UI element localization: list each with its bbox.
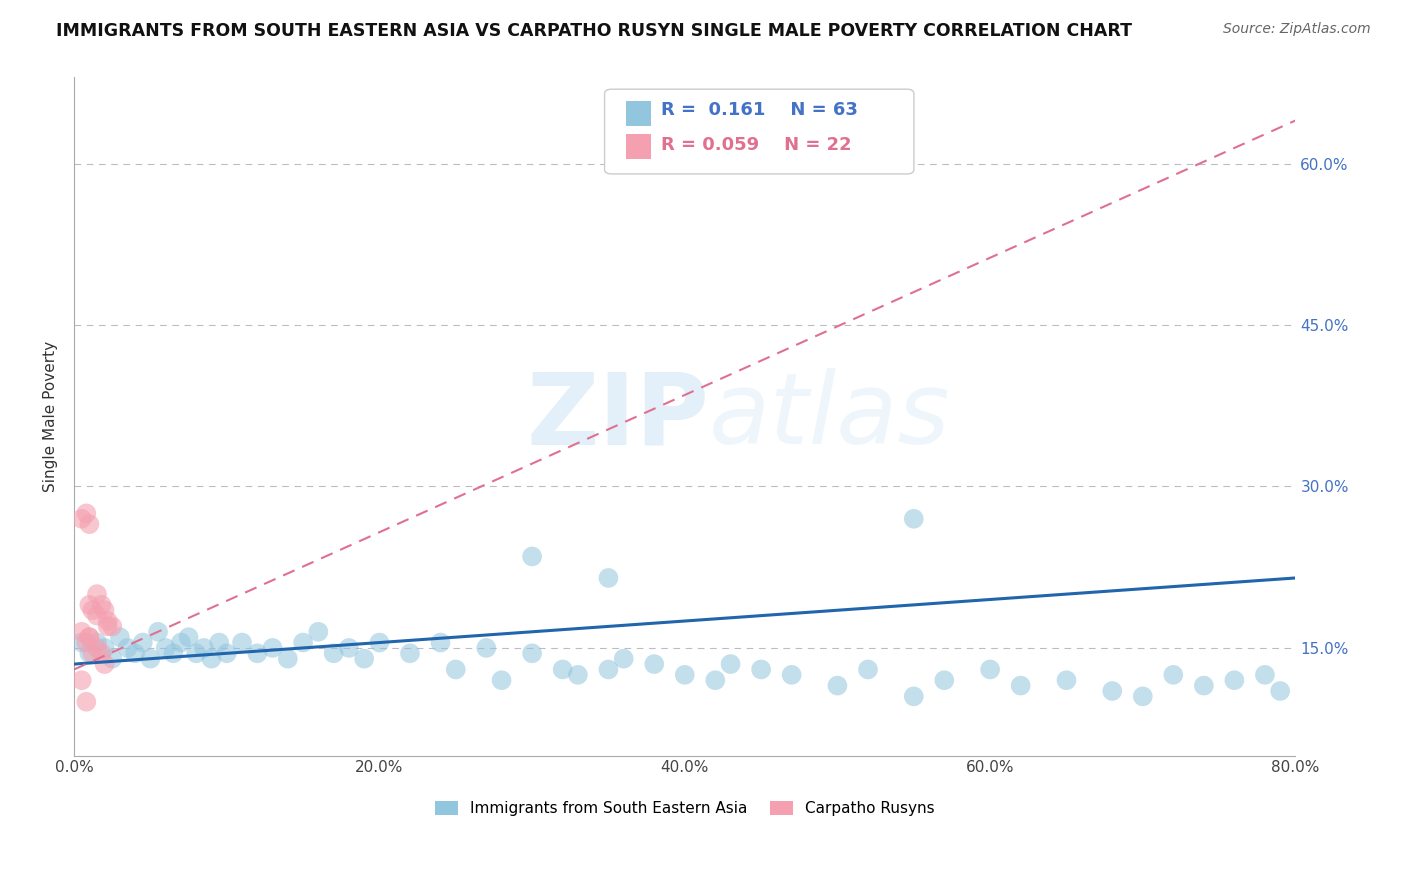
Point [200, 651, 222, 665]
Point [93, 640, 115, 655]
Point [1270, 684, 1292, 698]
Point [337, 640, 360, 655]
Point [475, 640, 498, 655]
Point [86, 608, 108, 623]
Point [903, 690, 925, 704]
Point [704, 673, 727, 688]
Point [93, 603, 115, 617]
Point [429, 635, 451, 649]
Point [170, 635, 193, 649]
Point [186, 646, 208, 660]
Point [124, 646, 146, 660]
Point [1101, 684, 1123, 698]
Text: atlas: atlas [709, 368, 950, 465]
Text: Source: ZipAtlas.com: Source: ZipAtlas.com [1223, 22, 1371, 37]
Point [598, 663, 620, 677]
Point [70, 512, 93, 526]
Point [90, 646, 112, 660]
Point [1056, 673, 1078, 688]
Point [162, 646, 184, 660]
Point [79, 517, 101, 532]
Point [146, 624, 169, 639]
Point [934, 673, 956, 688]
Point [97, 619, 120, 633]
Text: R =  0.161    N = 63: R = 0.161 N = 63 [661, 101, 858, 119]
Point [231, 635, 253, 649]
Point [86, 640, 108, 655]
Point [97, 614, 120, 628]
Point [79, 630, 101, 644]
Point [108, 630, 131, 644]
Point [246, 646, 269, 660]
Point [277, 651, 299, 665]
Point [643, 657, 665, 671]
Point [673, 668, 696, 682]
Point [70, 624, 93, 639]
Point [368, 635, 391, 649]
Point [1254, 668, 1277, 682]
Point [780, 668, 803, 682]
Text: IMMIGRANTS FROM SOUTH EASTERN ASIA VS CARPATHO RUSYN SINGLE MALE POVERTY CORRELA: IMMIGRANTS FROM SOUTH EASTERN ASIA VS CA… [56, 22, 1132, 40]
Point [749, 663, 772, 677]
Point [93, 657, 115, 671]
Point [86, 635, 108, 649]
Point [307, 624, 329, 639]
Point [567, 668, 589, 682]
Point [1010, 679, 1032, 693]
Text: ZIP: ZIP [526, 368, 709, 465]
Point [79, 630, 101, 644]
Point [827, 679, 849, 693]
Point [70, 635, 93, 649]
Point [444, 663, 467, 677]
Point [117, 640, 139, 655]
Point [856, 663, 879, 677]
Point [399, 646, 422, 660]
Point [82, 603, 104, 617]
Point [520, 646, 543, 660]
Point [193, 640, 215, 655]
Point [155, 640, 177, 655]
Point [720, 657, 742, 671]
Point [208, 635, 231, 649]
Point [491, 673, 513, 688]
Point [979, 663, 1001, 677]
Point [1223, 673, 1246, 688]
Point [613, 651, 636, 665]
Point [598, 571, 620, 585]
Point [70, 673, 93, 688]
Point [1163, 668, 1185, 682]
Point [86, 587, 108, 601]
Point [551, 663, 574, 677]
Legend: Immigrants from South Eastern Asia, Carpatho Rusyns: Immigrants from South Eastern Asia, Carp… [429, 796, 941, 822]
Point [520, 549, 543, 564]
Point [262, 640, 284, 655]
Point [215, 646, 238, 660]
Point [292, 635, 315, 649]
Point [75, 695, 97, 709]
Text: R = 0.059    N = 22: R = 0.059 N = 22 [661, 136, 852, 154]
Point [90, 598, 112, 612]
Point [82, 646, 104, 660]
Point [75, 635, 97, 649]
Point [101, 651, 124, 665]
Point [79, 598, 101, 612]
Point [1132, 690, 1154, 704]
Point [353, 651, 375, 665]
Point [903, 512, 925, 526]
Point [101, 619, 124, 633]
Point [139, 651, 162, 665]
Point [75, 507, 97, 521]
Y-axis label: Single Male Poverty: Single Male Poverty [44, 341, 58, 492]
Point [79, 646, 101, 660]
Point [1192, 679, 1215, 693]
Point [132, 635, 155, 649]
Point [322, 646, 344, 660]
Point [177, 630, 200, 644]
